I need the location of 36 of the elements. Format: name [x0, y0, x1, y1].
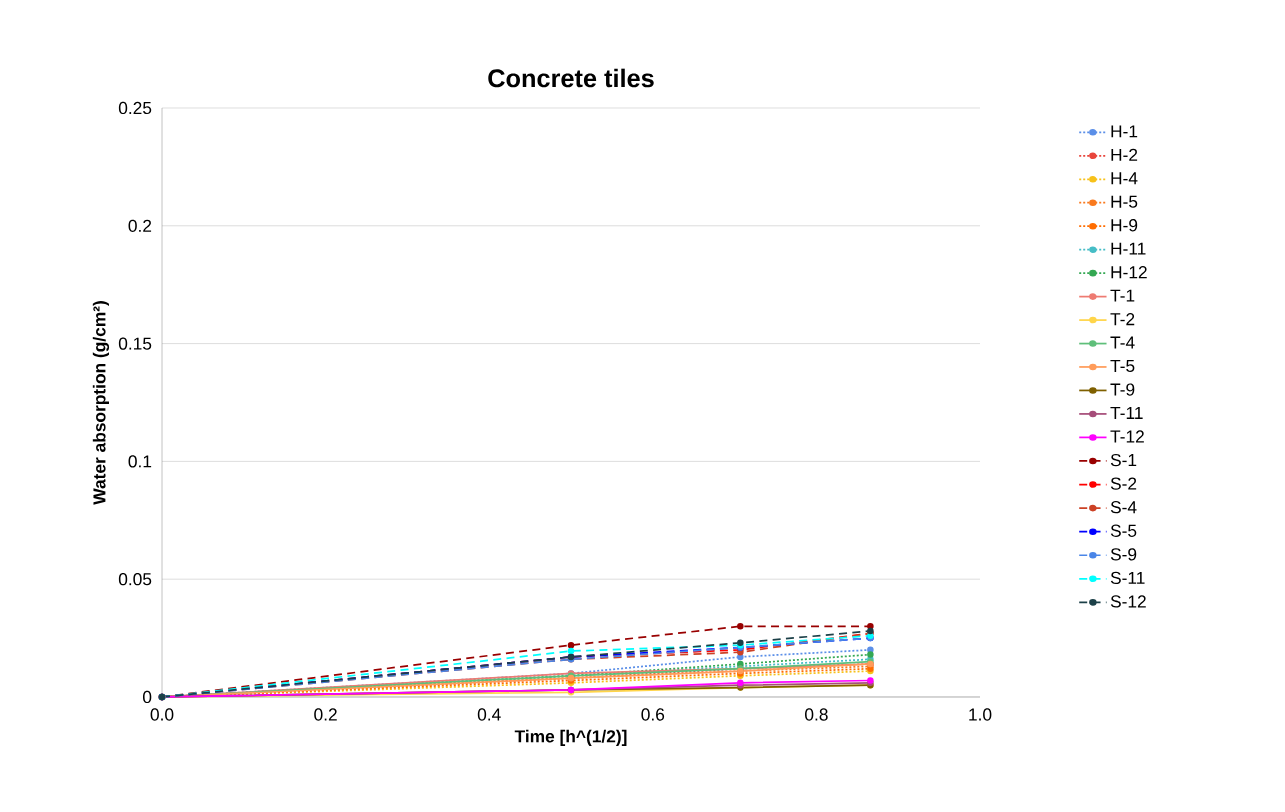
legend-label: T-5 [1110, 360, 1135, 373]
legend-label: S-9 [1110, 548, 1137, 561]
x-tick-label: 0.0 [150, 708, 174, 721]
legend-label: T-2 [1110, 313, 1135, 326]
legend-label: H-4 [1111, 172, 1138, 185]
legend-label: T-12 [1110, 430, 1144, 443]
legend-label: H-1 [1111, 125, 1138, 138]
legend-label: H-11 [1111, 242, 1146, 255]
y-axis-title: Water absorption (g/cm²) [92, 301, 110, 505]
x-tick-label: 1.0 [969, 708, 992, 721]
x-tick-label: 0.8 [805, 708, 828, 721]
legend-label: T-11 [1110, 406, 1143, 419]
legend-label: T-9 [1110, 383, 1135, 396]
legend-label: S-5 [1110, 524, 1137, 537]
legend-label: S-12 [1110, 595, 1146, 608]
x-tick-label: 0.6 [641, 708, 665, 721]
legend-label: H-2 [1111, 148, 1138, 161]
legend-label: S-4 [1110, 501, 1137, 514]
chart-title: Concrete tiles [488, 68, 654, 88]
legend-label: T-1 [1110, 289, 1135, 302]
legend-label: S-1 [1110, 453, 1137, 467]
y-tick-label: 0.2 [128, 219, 152, 232]
x-axis-title: Time [h^(1/2)] [514, 729, 627, 746]
legend-label: S-2 [1110, 477, 1137, 490]
y-tick-label: 0.25 [118, 101, 152, 115]
y-tick-label: 0 [142, 690, 152, 704]
legend-label: H-5 [1111, 195, 1138, 208]
x-tick-label: 0.2 [314, 708, 337, 721]
legend-label: S-11 [1110, 571, 1145, 585]
legend-label: T-4 [1110, 336, 1135, 349]
y-tick-label: 0.1 [128, 455, 152, 468]
y-tick-label: 0.05 [118, 573, 152, 586]
legend-label: H-9 [1111, 219, 1138, 232]
y-tick-label: 0.15 [118, 337, 152, 350]
x-tick-label: 0.4 [477, 708, 501, 721]
legend-label: H-12 [1111, 266, 1147, 279]
